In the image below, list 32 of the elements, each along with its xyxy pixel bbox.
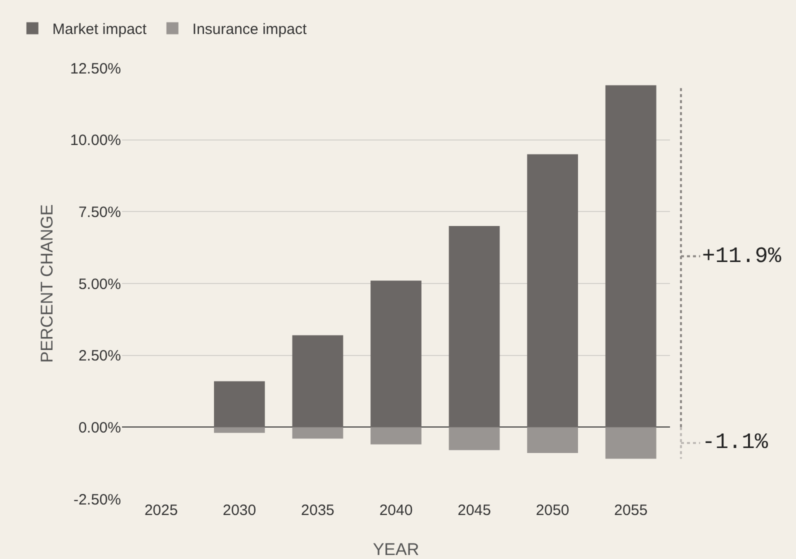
bar [214,427,265,433]
legend-label: Insurance impact [192,21,308,38]
x-tick-label: 2050 [536,502,570,519]
bar [605,85,656,428]
y-tick-label: 12.50% [70,60,121,78]
x-tick-label: 2035 [301,502,334,519]
bar [448,226,500,428]
bar [448,427,500,450]
bar [370,280,422,428]
x-tick-label: 2045 [458,502,491,519]
bar [292,335,344,428]
y-tick-label: 5.00% [78,276,121,293]
legend-label: Market impact [52,21,148,38]
x-tick-label: 2030 [222,502,256,519]
y-tick-label: -2.50% [73,491,121,508]
text: -1.1% [702,430,769,455]
x-tick-label: 2025 [144,502,178,519]
x-axis-title: YEAR [372,540,420,559]
y-tick-label: 0.00% [78,419,121,436]
text: +11.9% [702,244,782,269]
bar [292,427,344,439]
y-tick-label: 2.50% [78,348,121,365]
x-tick-label: 2055 [614,502,648,519]
y-tick-label: 10.00% [70,132,121,150]
bar [527,154,578,428]
y-axis-title: PERCENT CHANGE [38,204,57,363]
bar [527,427,578,454]
x-tick-label: 2040 [379,502,413,519]
bar [370,427,422,444]
bar [214,381,265,428]
y-tick-label: 7.50% [78,204,121,221]
bar [605,427,656,459]
